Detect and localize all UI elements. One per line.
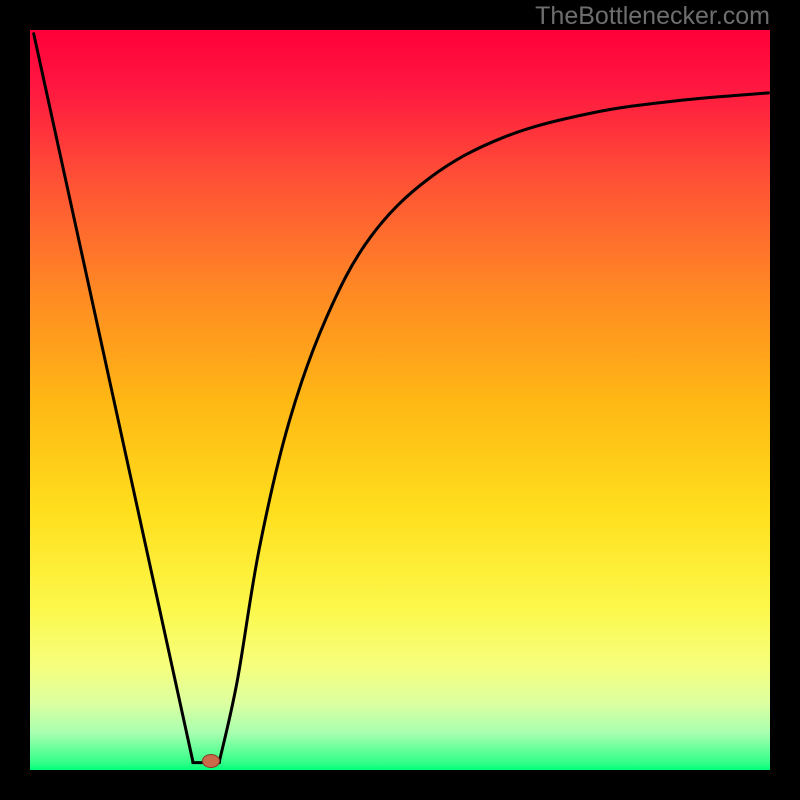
chart-root: TheBottlenecker.com	[0, 0, 800, 800]
watermark-text: TheBottlenecker.com	[535, 2, 770, 31]
plot-area	[30, 30, 770, 770]
curve-layer	[30, 30, 770, 770]
bottleneck-curve	[34, 34, 769, 763]
